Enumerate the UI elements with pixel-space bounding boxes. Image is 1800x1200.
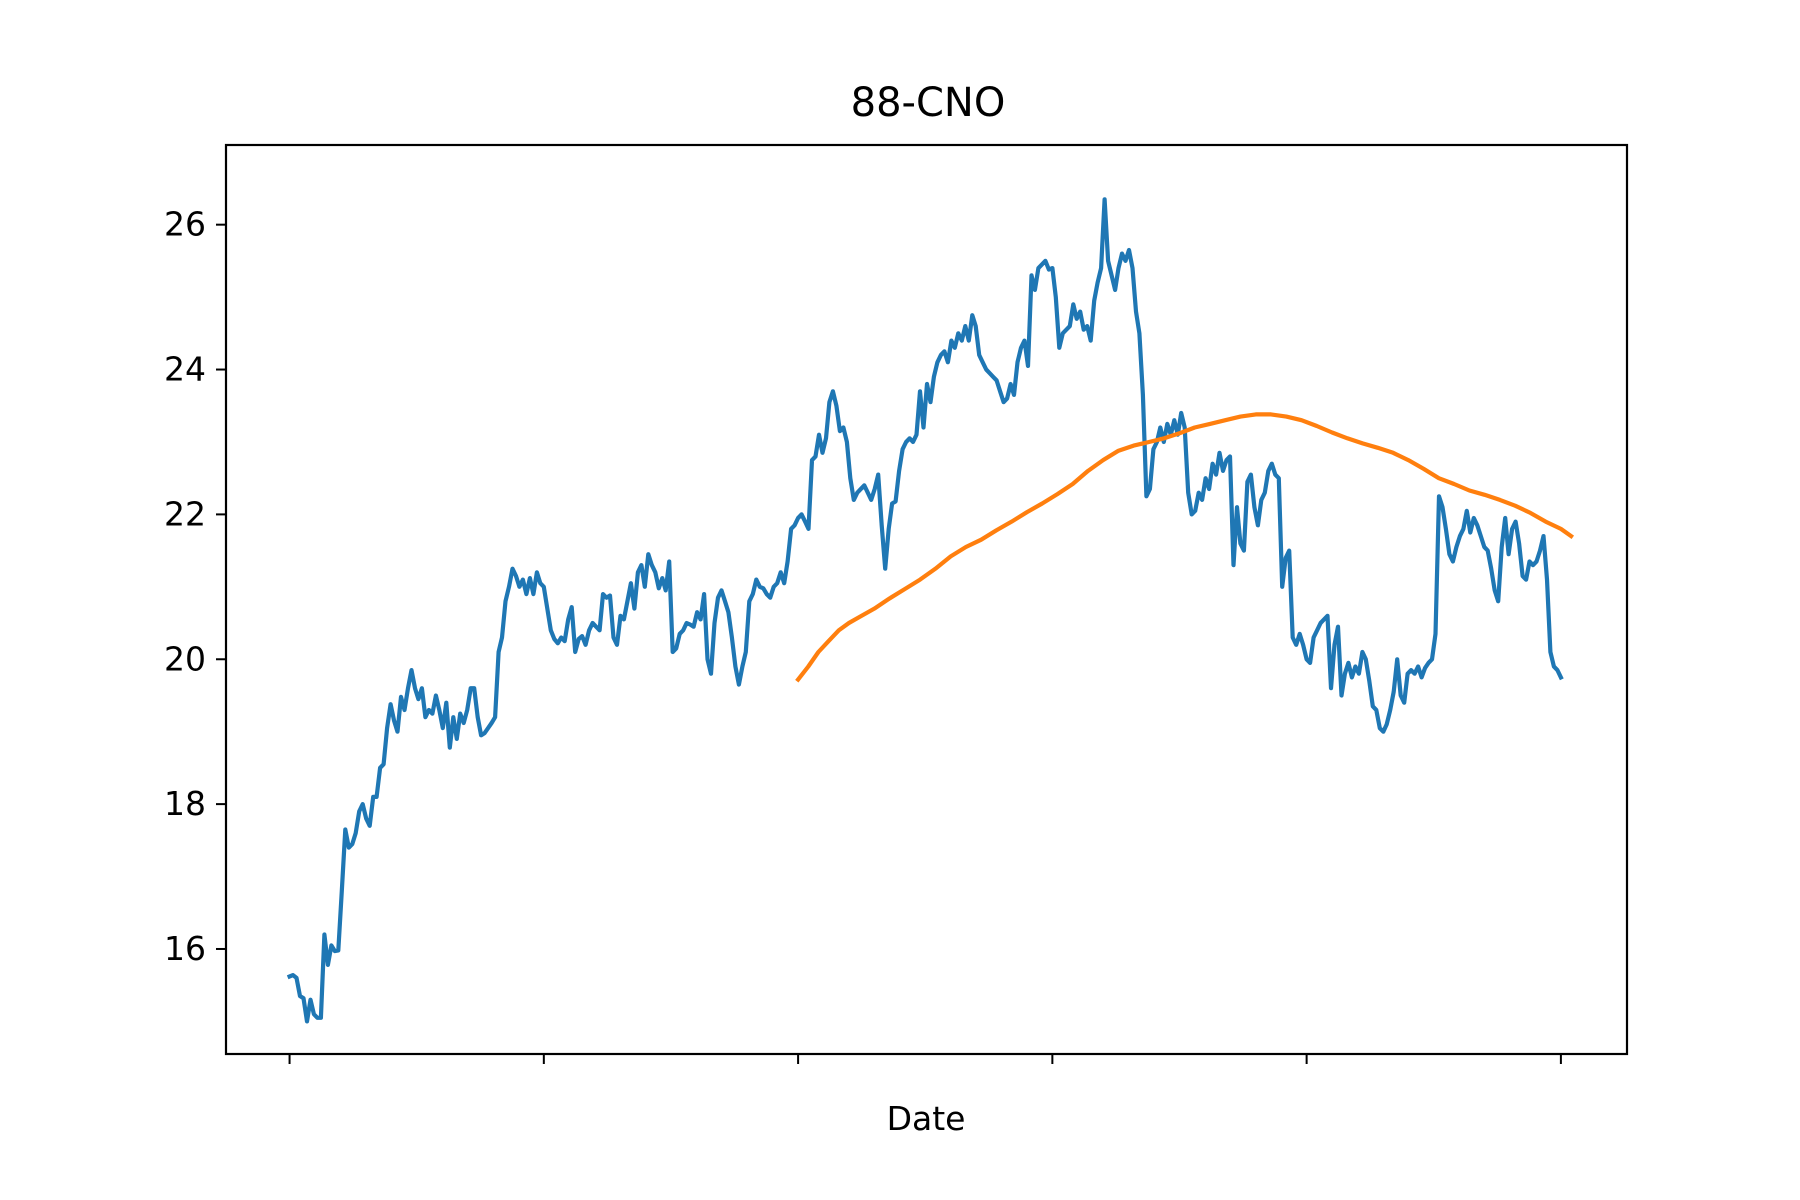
series-layer: [286, 197, 1575, 1024]
y-tick-label-16: 16: [164, 929, 206, 968]
y-tick-label-20: 20: [164, 639, 206, 678]
x-axis-label: Date: [887, 1099, 966, 1138]
series-line-1: [286, 197, 1564, 1024]
y-tick-label-26: 26: [164, 205, 206, 244]
plot-area-frame: [224, 143, 1629, 1056]
x-axis: [288, 1054, 1562, 1064]
y-tick-label-18: 18: [164, 784, 206, 823]
y-tick-label-22: 22: [164, 494, 206, 533]
chart-title: 88-CNO: [851, 80, 1006, 126]
series-line-2: [795, 412, 1575, 683]
y-axis: 16 18 20 22 24 26: [164, 205, 226, 968]
y-tick-label-24: 24: [164, 350, 206, 389]
